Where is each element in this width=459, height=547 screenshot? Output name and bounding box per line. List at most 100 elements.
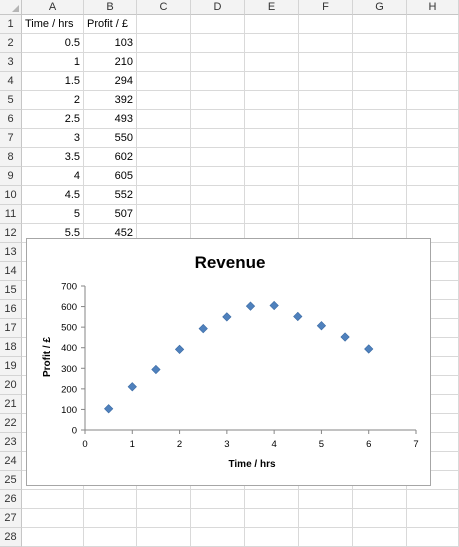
cell-a5[interactable]: 2 — [22, 91, 84, 110]
cell-c1[interactable] — [137, 15, 191, 34]
cell-b4[interactable]: 294 — [84, 72, 137, 91]
column-header-g[interactable]: G — [353, 0, 407, 15]
row-header-18[interactable]: 18 — [0, 338, 22, 357]
cell-a1[interactable]: Time / hrs — [22, 15, 84, 34]
row-header-23[interactable]: 23 — [0, 433, 22, 452]
cell-b9[interactable]: 605 — [84, 167, 137, 186]
data-point[interactable] — [269, 300, 279, 311]
cell-h5[interactable] — [407, 91, 459, 110]
cell-e7[interactable] — [245, 129, 299, 148]
cell-b28[interactable] — [84, 528, 137, 547]
cell-f2[interactable] — [299, 34, 353, 53]
cell-g9[interactable] — [353, 167, 407, 186]
cell-d27[interactable] — [191, 509, 245, 528]
cell-e6[interactable] — [245, 110, 299, 129]
cell-h4[interactable] — [407, 72, 459, 91]
cell-h27[interactable] — [407, 509, 459, 528]
cell-b11[interactable]: 507 — [84, 205, 137, 224]
row-header-12[interactable]: 12 — [0, 224, 22, 243]
cell-g11[interactable] — [353, 205, 407, 224]
cell-h28[interactable] — [407, 528, 459, 547]
cell-a8[interactable]: 3.5 — [22, 148, 84, 167]
column-header-a[interactable]: A — [22, 0, 84, 15]
cell-f4[interactable] — [299, 72, 353, 91]
cell-g3[interactable] — [353, 53, 407, 72]
cell-f9[interactable] — [299, 167, 353, 186]
cell-c8[interactable] — [137, 148, 191, 167]
row-header-13[interactable]: 13 — [0, 243, 22, 262]
column-header-f[interactable]: F — [299, 0, 353, 15]
row-header-11[interactable]: 11 — [0, 205, 22, 224]
cell-d3[interactable] — [191, 53, 245, 72]
data-point[interactable] — [174, 344, 185, 354]
cell-e8[interactable] — [245, 148, 299, 167]
row-header-19[interactable]: 19 — [0, 357, 22, 376]
cell-f27[interactable] — [299, 509, 353, 528]
row-header-20[interactable]: 20 — [0, 376, 22, 395]
cell-d7[interactable] — [191, 129, 245, 148]
cell-a9[interactable]: 4 — [22, 167, 84, 186]
cell-g4[interactable] — [353, 72, 407, 91]
cell-g10[interactable] — [353, 186, 407, 205]
cell-g28[interactable] — [353, 528, 407, 547]
cell-c2[interactable] — [137, 34, 191, 53]
cell-h8[interactable] — [407, 148, 459, 167]
cell-g8[interactable] — [353, 148, 407, 167]
column-header-c[interactable]: C — [137, 0, 191, 15]
cell-g26[interactable] — [353, 490, 407, 509]
cell-a6[interactable]: 2.5 — [22, 110, 84, 129]
cell-f26[interactable] — [299, 490, 353, 509]
cell-c26[interactable] — [137, 490, 191, 509]
row-header-2[interactable]: 2 — [0, 34, 22, 53]
cell-a4[interactable]: 1.5 — [22, 72, 84, 91]
cell-f7[interactable] — [299, 129, 353, 148]
cell-e9[interactable] — [245, 167, 299, 186]
cell-d26[interactable] — [191, 490, 245, 509]
row-header-16[interactable]: 16 — [0, 300, 22, 319]
cell-h26[interactable] — [407, 490, 459, 509]
cell-a27[interactable] — [22, 509, 84, 528]
cell-c3[interactable] — [137, 53, 191, 72]
cell-d4[interactable] — [191, 72, 245, 91]
cell-d11[interactable] — [191, 205, 245, 224]
cell-b8[interactable]: 602 — [84, 148, 137, 167]
cell-e10[interactable] — [245, 186, 299, 205]
column-header-h[interactable]: H — [407, 0, 459, 15]
row-header-7[interactable]: 7 — [0, 129, 22, 148]
cell-g7[interactable] — [353, 129, 407, 148]
data-point[interactable] — [245, 301, 256, 311]
cell-e11[interactable] — [245, 205, 299, 224]
cell-c11[interactable] — [137, 205, 191, 224]
cell-g6[interactable] — [353, 110, 407, 129]
row-header-10[interactable]: 10 — [0, 186, 22, 205]
row-header-26[interactable]: 26 — [0, 490, 22, 509]
row-header-5[interactable]: 5 — [0, 91, 22, 110]
cell-d9[interactable] — [191, 167, 245, 186]
cell-c4[interactable] — [137, 72, 191, 91]
cell-b7[interactable]: 550 — [84, 129, 137, 148]
cell-f1[interactable] — [299, 15, 353, 34]
cell-b5[interactable]: 392 — [84, 91, 137, 110]
column-header-e[interactable]: E — [245, 0, 299, 15]
cell-a26[interactable] — [22, 490, 84, 509]
cell-f3[interactable] — [299, 53, 353, 72]
cell-h1[interactable] — [407, 15, 459, 34]
cell-d1[interactable] — [191, 15, 245, 34]
cell-c5[interactable] — [137, 91, 191, 110]
cell-h10[interactable] — [407, 186, 459, 205]
cell-e2[interactable] — [245, 34, 299, 53]
cell-d10[interactable] — [191, 186, 245, 205]
cell-f10[interactable] — [299, 186, 353, 205]
data-point[interactable] — [104, 404, 114, 414]
cell-b2[interactable]: 103 — [84, 34, 137, 53]
data-point[interactable] — [198, 323, 208, 334]
row-header-6[interactable]: 6 — [0, 110, 22, 129]
cell-d8[interactable] — [191, 148, 245, 167]
cell-d5[interactable] — [191, 91, 245, 110]
cell-a10[interactable]: 4.5 — [22, 186, 84, 205]
cell-g1[interactable] — [353, 15, 407, 34]
cell-e28[interactable] — [245, 528, 299, 547]
cell-c27[interactable] — [137, 509, 191, 528]
cell-c9[interactable] — [137, 167, 191, 186]
cell-d2[interactable] — [191, 34, 245, 53]
